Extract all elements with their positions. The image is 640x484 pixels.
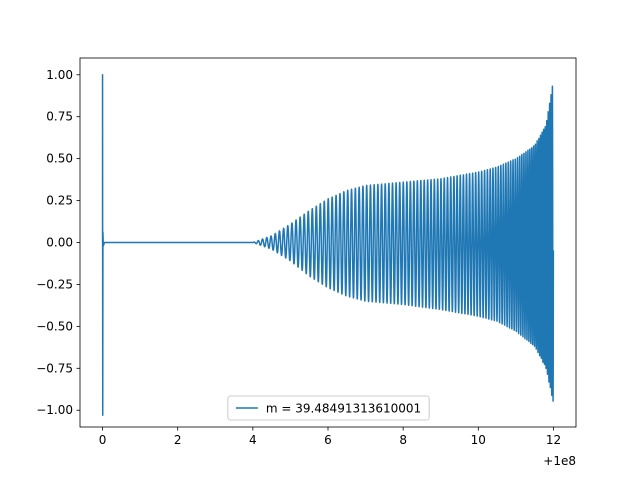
y-tick-label: 1.00	[46, 68, 73, 82]
y-tick-label: 0.50	[46, 152, 73, 166]
x-axis-offset-label: +1e8	[543, 454, 576, 468]
series-line	[101, 74, 555, 417]
y-tick-label: −0.25	[36, 277, 73, 291]
x-tick-label: 10	[471, 433, 486, 447]
y-tick-label: −1.00	[36, 403, 73, 417]
y-axis: −1.00 −0.75 −0.50 −0.25 0.00 0.25 0.50 0.75 1.00	[36, 68, 80, 417]
y-tick-label: 0.00	[46, 236, 73, 250]
legend-label: m = 39.48491313610001	[266, 402, 421, 416]
y-tick-label: 0.25	[46, 194, 73, 208]
x-tick-label: 6	[324, 433, 332, 447]
legend-box	[227, 395, 430, 421]
x-tick-label: 4	[249, 433, 257, 447]
y-tick-label: −0.50	[36, 319, 73, 333]
x-tick-label: 2	[174, 433, 182, 447]
x-tick-label: 0	[99, 433, 107, 447]
x-tick-label: 12	[546, 433, 561, 447]
plot-area	[101, 74, 555, 417]
x-axis: 0 2 4 6 8 10 12	[99, 427, 561, 447]
y-tick-label: 0.75	[46, 110, 73, 124]
y-tick-label: −0.75	[36, 361, 73, 375]
legend: m = 39.48491313610001	[227, 395, 430, 421]
x-tick-label: 8	[399, 433, 407, 447]
